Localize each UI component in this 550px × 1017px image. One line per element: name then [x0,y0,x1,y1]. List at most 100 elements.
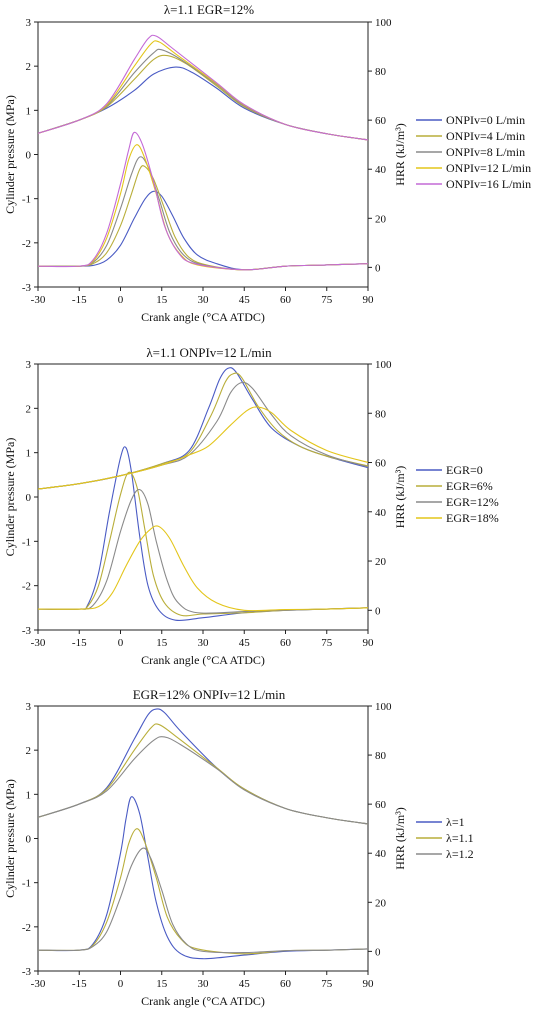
x-axis-label: Crank angle (°CA ATDC) [141,653,265,667]
chart-panel-2: λ=1.1 ONPIv=12 L/min-30 -15 0 15 30 45 60 75 90-… [3,345,499,667]
x-tick-label: -15 [72,978,87,990]
legend: λ=1 λ=1.1 λ=1.2 [416,815,474,861]
y2-tick-label: 0 [375,946,381,958]
y-tick-label: -2 [22,922,31,934]
legend-label: EGR=18% [446,511,499,525]
x-tick-label: 15 [156,637,168,649]
y-tick-label: 3 [26,359,32,371]
pressure-line-series-4 [38,406,368,490]
y2-tick-label: 40 [375,507,387,519]
x-tick-label: -30 [31,978,46,990]
x-tick-label: 0 [118,294,124,306]
x-tick-label: 30 [198,294,210,306]
pressure-line-series-1 [38,367,368,490]
y2-tick-label: 40 [375,848,387,860]
y-tick-label: 2 [26,745,32,757]
y-tick-label: 0 [26,150,32,162]
y2-tick-label: 20 [375,897,387,909]
x-axis-label: Crank angle (°CA ATDC) [141,310,265,324]
x-tick-label: 60 [280,637,292,649]
y2-tick-label: 60 [375,115,387,127]
x-tick-label: 15 [156,978,168,990]
legend-label: ONPIv=0 L/min [446,113,525,127]
y-tick-label: 3 [26,701,32,713]
x-tick-label: 75 [321,294,333,306]
pressure-line-series-2 [38,54,368,141]
y-tick-label: -2 [22,238,31,250]
pressure-line-series-3 [38,381,368,490]
hrr-line-series-5 [38,131,368,271]
hrr-line-series-3 [38,156,368,271]
y2-tick-label: 100 [375,359,392,371]
legend-label: ONPIv=16 L/min [446,177,531,191]
y-tick-label: -1 [22,878,31,890]
hrr-line-series-3 [38,847,368,954]
pressure-line-series-5 [38,34,368,141]
x-tick-label: -15 [72,294,87,306]
chart-panel-3: EGR=12% ONPIv=12 L/min-30 -15 0 15 30 45 60 75 9… [3,687,474,1008]
y2-axis-label: HRR (kJ/m³) [393,466,407,529]
chart-title: λ=1.1 ONPIv=12 L/min [146,345,272,360]
y2-tick-label: 40 [375,164,387,176]
y-tick-label: 3 [26,17,32,29]
plot-frame [37,21,369,288]
pressure-line-series-3 [38,48,368,141]
y-tick-label: -3 [22,282,32,294]
x-tick-label: 30 [198,637,210,649]
y2-tick-label: 80 [375,408,387,420]
y-tick-label: -2 [22,581,31,593]
plot-area [38,708,368,960]
x-tick-label: 75 [321,637,333,649]
y2-tick-label: 0 [375,605,381,617]
x-tick-label: 90 [363,978,375,990]
legend-label: EGR=12% [446,495,499,509]
y-tick-label: -1 [22,536,31,548]
plot-area [38,34,368,271]
y2-tick-label: 80 [375,750,387,762]
x-tick-label: -15 [72,637,87,649]
x-tick-label: 90 [363,637,375,649]
y-tick-label: -3 [22,966,32,978]
x-tick-label: 75 [321,978,333,990]
plot-frame [37,705,369,972]
legend-label: ONPIv=8 L/min [446,145,525,159]
legend: ONPIv=0 L/min ONPIv=4 L/min ONPIv=8 L/min O… [416,113,531,191]
legend-label: ONPIv=12 L/min [446,161,531,175]
y2-tick-label: 20 [375,556,387,568]
x-tick-label: 45 [239,637,251,649]
x-tick-label: 15 [156,294,168,306]
y2-tick-label: 100 [375,701,392,713]
y-axis-label: Cylinder pressure (MPa) [3,779,17,898]
y-tick-label: -1 [22,194,31,206]
y2-tick-label: 0 [375,262,381,274]
x-tick-label: -30 [31,637,46,649]
pressure-line-series-4 [38,40,368,141]
plot-area [38,367,368,622]
y2-tick-label: 60 [375,458,387,470]
x-tick-label: 60 [280,294,292,306]
plot-frame [37,363,369,631]
y-axis-label: Cylinder pressure (MPa) [3,95,17,214]
x-tick-label: 45 [239,978,251,990]
y-tick-label: 1 [26,789,32,801]
y2-tick-label: 20 [375,213,387,225]
y-tick-label: 2 [26,61,32,73]
y-tick-label: 1 [26,105,32,117]
y-tick-label: 0 [26,492,32,504]
hrr-line-series-1 [38,796,368,960]
pressure-line-series-2 [38,372,368,490]
y-tick-label: 1 [26,448,32,460]
y2-tick-label: 60 [375,799,387,811]
y-tick-label: -3 [22,625,32,637]
legend-label: ONPIv=4 L/min [446,129,525,143]
legend-label: EGR=0 [446,463,483,477]
x-tick-label: 90 [363,294,375,306]
legend-label: EGR=6% [446,479,493,493]
pressure-line-series-2 [38,723,368,825]
x-tick-label: -30 [31,294,46,306]
x-axis-label: Crank angle (°CA ATDC) [141,994,265,1008]
chart-panel-1: λ=1.1 EGR=12%-30 -15 0 15 30 45 60 75 90-3-2-101… [3,2,531,324]
y2-axis-label: HRR (kJ/m³) [393,807,407,870]
chart-title: EGR=12% ONPIv=12 L/min [133,687,286,702]
